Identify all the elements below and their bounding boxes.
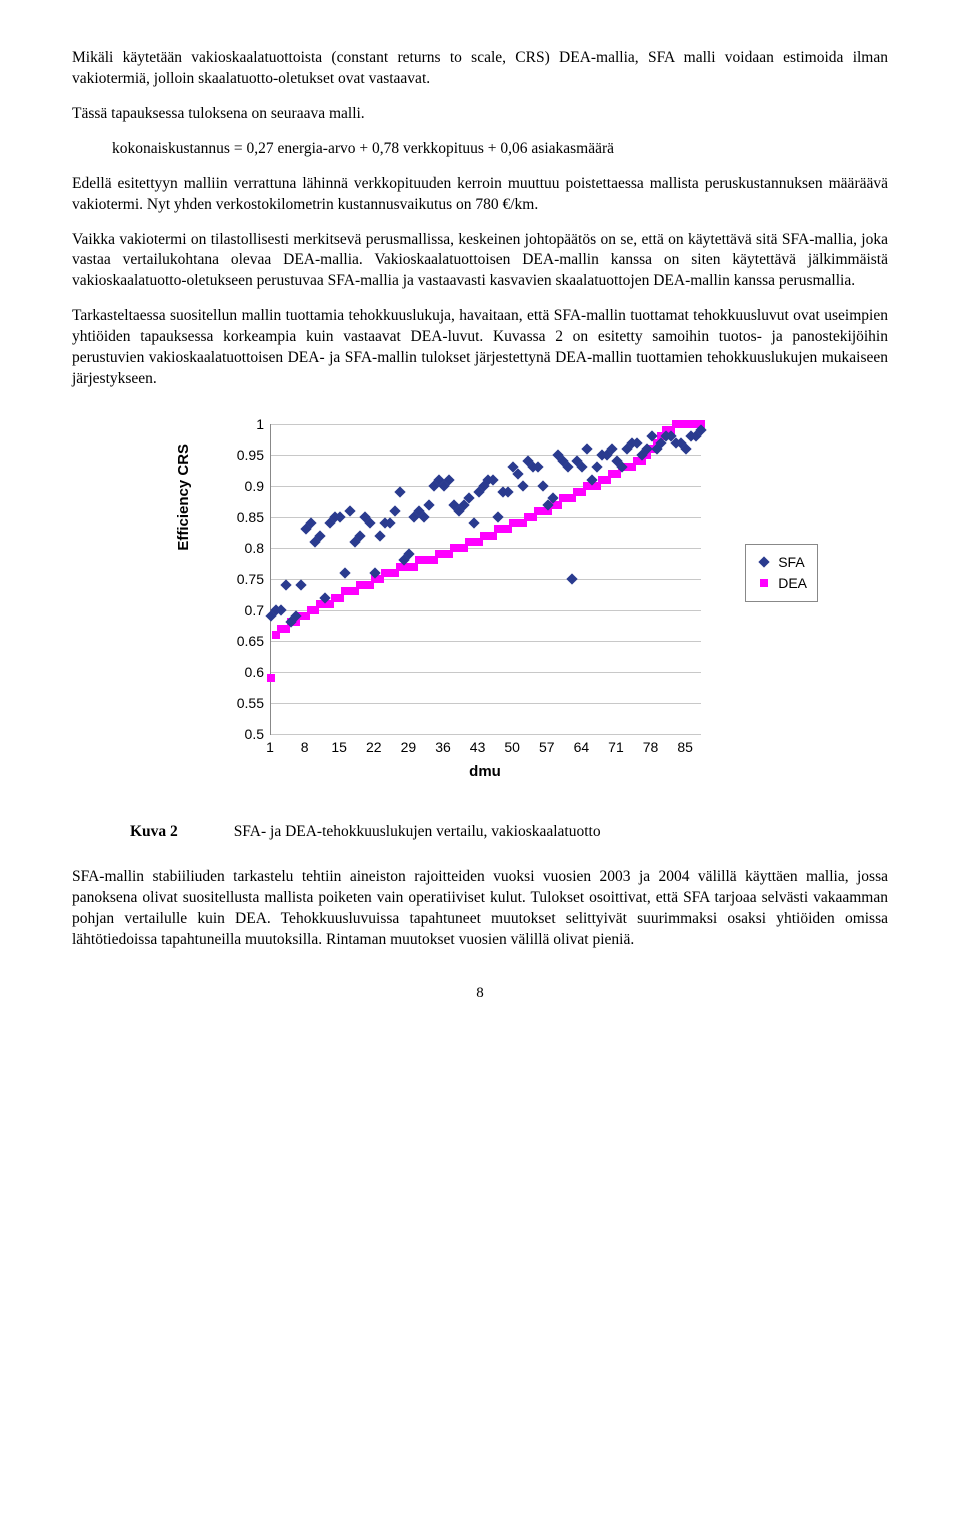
y-tick: 1 — [220, 415, 264, 434]
x-tick: 8 — [293, 738, 317, 757]
para-2: Tässä tapauksessa tuloksena on seuraava … — [72, 104, 888, 125]
sfa-point — [517, 480, 528, 491]
equation: kokonaiskustannus = 0,27 energia-arvo + … — [112, 139, 888, 160]
para-1: Mikäli käytetään vakioskaalatuottoista (… — [72, 48, 888, 90]
legend-dea: DEA — [756, 574, 807, 593]
page-number: 8 — [72, 983, 888, 1003]
para-5: Tarkasteltaessa suositellun mallin tuott… — [72, 306, 888, 390]
para-6: SFA-mallin stabiiliuden tarkastelu tehti… — [72, 867, 888, 951]
x-axis-label: dmu — [270, 762, 700, 782]
x-tick: 22 — [362, 738, 386, 757]
x-tick: 1 — [258, 738, 282, 757]
y-tick: 0.55 — [220, 694, 264, 713]
y-tick: 0.75 — [220, 570, 264, 589]
dea-point — [267, 674, 275, 682]
sfa-point — [468, 518, 479, 529]
sfa-point — [493, 511, 504, 522]
sfa-point — [537, 480, 548, 491]
sfa-point — [344, 505, 355, 516]
y-tick: 0.9 — [220, 477, 264, 496]
x-tick: 50 — [500, 738, 524, 757]
figure-caption: Kuva 2 SFA- ja DEA-tehokkuuslukujen vert… — [130, 822, 888, 843]
legend-sfa-label: SFA — [778, 553, 804, 572]
para-4: Vaikka vakiotermi on tilastollisesti mer… — [72, 230, 888, 293]
sfa-point — [374, 530, 385, 541]
sfa-point — [389, 505, 400, 516]
y-tick: 0.85 — [220, 508, 264, 527]
sfa-point — [592, 462, 603, 473]
y-tick: 0.95 — [220, 446, 264, 465]
efficiency-chart: Efficiency CRS dmu SFA DEA 10.950.90.850… — [190, 414, 770, 794]
sfa-point — [295, 580, 306, 591]
square-icon — [760, 579, 768, 587]
x-tick: 71 — [604, 738, 628, 757]
plot-area — [270, 424, 701, 735]
figure-caption-text: SFA- ja DEA-tehokkuuslukujen vertailu, v… — [234, 823, 601, 840]
x-tick: 85 — [673, 738, 697, 757]
legend-sfa: SFA — [756, 553, 807, 572]
sfa-point — [577, 462, 588, 473]
figure-label: Kuva 2 — [130, 823, 178, 840]
y-tick: 0.8 — [220, 539, 264, 558]
legend: SFA DEA — [745, 544, 818, 602]
x-tick: 36 — [431, 738, 455, 757]
x-tick: 57 — [535, 738, 559, 757]
para-3: Edellä esitettyyn malliin verrattuna läh… — [72, 174, 888, 216]
x-tick: 64 — [569, 738, 593, 757]
sfa-point — [423, 499, 434, 510]
x-tick: 43 — [466, 738, 490, 757]
legend-dea-label: DEA — [778, 574, 807, 593]
sfa-point — [582, 443, 593, 454]
x-tick: 78 — [639, 738, 663, 757]
y-tick: 0.65 — [220, 632, 264, 651]
sfa-point — [567, 573, 578, 584]
sfa-point — [339, 567, 350, 578]
y-tick: 0.6 — [220, 663, 264, 682]
chart-container: Efficiency CRS dmu SFA DEA 10.950.90.850… — [72, 414, 888, 794]
x-tick: 15 — [327, 738, 351, 757]
y-tick: 0.7 — [220, 601, 264, 620]
sfa-point — [280, 580, 291, 591]
y-axis-label: Efficiency CRS — [174, 444, 194, 551]
sfa-point — [394, 487, 405, 498]
x-tick: 29 — [396, 738, 420, 757]
diamond-icon — [759, 557, 770, 568]
